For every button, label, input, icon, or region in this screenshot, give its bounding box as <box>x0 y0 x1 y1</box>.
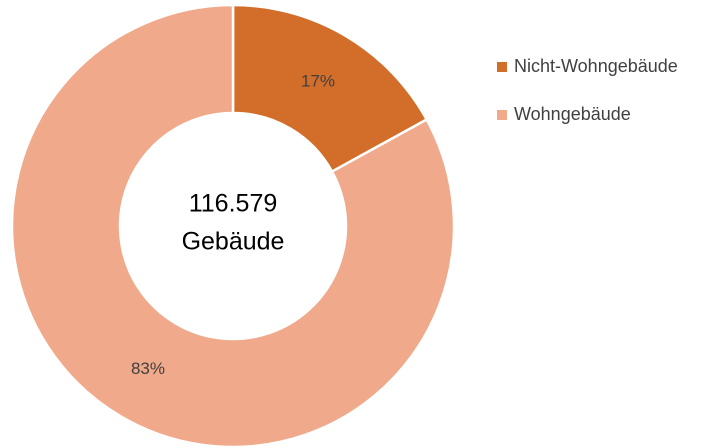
slice-label: 83% <box>131 359 165 378</box>
legend-label: Nicht-Wohngebäude <box>514 56 678 76</box>
slice <box>231 3 429 174</box>
slice <box>10 3 456 447</box>
legend-label: Wohngebäude <box>514 104 631 124</box>
slice-label: 17% <box>301 72 335 91</box>
legend-swatch <box>497 110 507 120</box>
center-label: 116.579 <box>189 190 278 218</box>
legend-swatch <box>497 62 507 72</box>
center-label: Gebäude <box>182 228 285 256</box>
